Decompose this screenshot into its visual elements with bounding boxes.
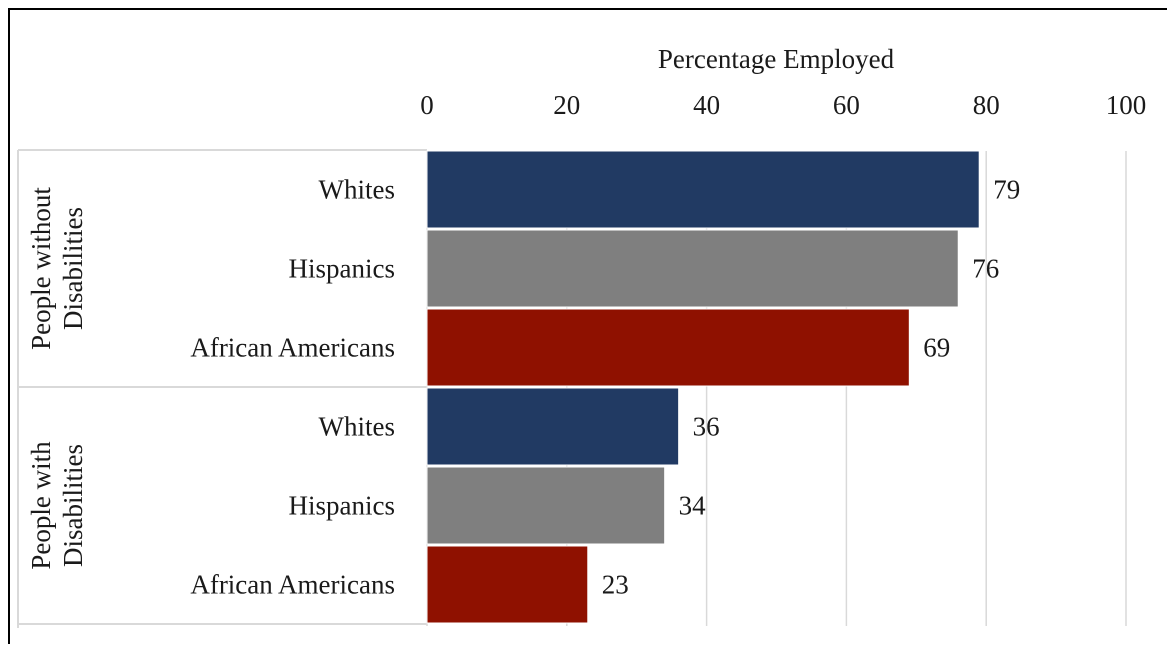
data-label: 69 <box>923 333 950 363</box>
x-tick-label: 20 <box>553 90 580 120</box>
category-label: Hispanics <box>289 491 395 521</box>
data-labels: 79 76 69 36 34 23 <box>602 175 1020 600</box>
category-label: Hispanics <box>289 254 395 284</box>
x-tick-label: 100 <box>1106 90 1147 120</box>
data-label: 79 <box>993 175 1020 205</box>
bar <box>426 466 666 545</box>
group-label: People without <box>26 187 56 350</box>
x-tick-label: 0 <box>420 90 434 120</box>
data-label: 34 <box>679 491 707 521</box>
group-label: Disabilities <box>58 444 88 567</box>
group-label: People with <box>26 441 56 570</box>
bar <box>426 387 680 466</box>
bars <box>426 150 980 624</box>
data-label: 23 <box>602 570 629 600</box>
x-axis-ticks: 0 20 40 60 80 100 <box>420 90 1146 120</box>
category-label: African Americans <box>190 570 395 600</box>
category-label: African Americans <box>190 333 395 363</box>
x-tick-label: 60 <box>833 90 860 120</box>
data-label: 36 <box>693 412 720 442</box>
x-tick-label: 40 <box>693 90 720 120</box>
x-tick-label: 80 <box>973 90 1000 120</box>
data-label: 76 <box>972 254 999 284</box>
bar <box>426 545 589 624</box>
group-separators <box>17 149 427 628</box>
category-label: Whites <box>319 175 395 205</box>
bar <box>426 229 959 308</box>
bar <box>426 308 910 387</box>
category-labels: Whites Hispanics African Americans Whites Hi… <box>190 175 395 600</box>
x-axis-title: Percentage Employed <box>658 44 895 74</box>
group-label: Disabilities <box>58 207 88 330</box>
bar <box>426 150 980 229</box>
category-label: Whites <box>319 412 395 442</box>
